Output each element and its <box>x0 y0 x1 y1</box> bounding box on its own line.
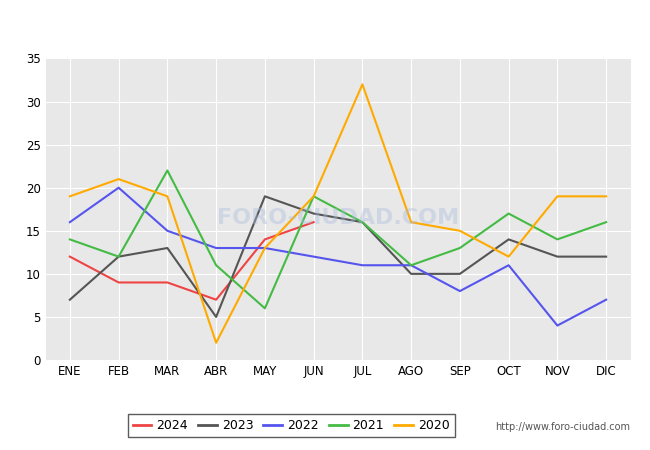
Text: FORO-CIUDAD.COM: FORO-CIUDAD.COM <box>217 208 459 228</box>
Text: http://www.foro-ciudad.com: http://www.foro-ciudad.com <box>495 422 630 432</box>
Text: Matriculaciones de Vehiculos en Alfaro: Matriculaciones de Vehiculos en Alfaro <box>151 14 499 32</box>
Legend: 2024, 2023, 2022, 2021, 2020: 2024, 2023, 2022, 2021, 2020 <box>127 414 455 437</box>
